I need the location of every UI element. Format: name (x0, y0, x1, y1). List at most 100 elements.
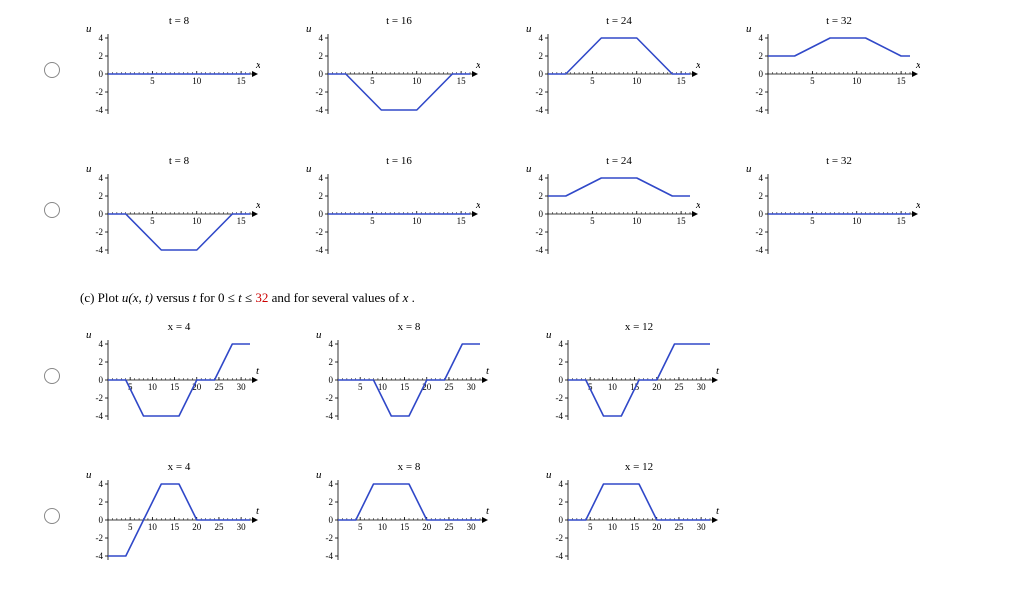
y-tick-label: -2 (536, 87, 544, 97)
radio-c[interactable] (44, 368, 60, 384)
y-tick-label: -2 (96, 87, 104, 97)
y-tick-label: 4 (329, 479, 334, 489)
x-tick-label: 15 (170, 382, 180, 392)
y-tick-label: 0 (99, 69, 104, 79)
y-tick-label: 4 (559, 339, 564, 349)
radio-slot-a (20, 62, 60, 78)
chart-cell: x = 12u-4-202451015202530t (540, 456, 730, 576)
x-axis-label: t (716, 505, 720, 517)
chart-cell: t = 32u-4-202451015x (740, 150, 920, 270)
radio-b[interactable] (44, 202, 60, 218)
chart-cell: x = 12u-4-202451015202530t (540, 316, 730, 436)
y-tick-label: 2 (759, 191, 764, 201)
x-axis-label: t (256, 505, 260, 517)
x-tick-label: 10 (852, 76, 862, 86)
y-tick-label: -4 (556, 551, 564, 561)
radio-a[interactable] (44, 62, 60, 78)
qc-end: . (412, 290, 415, 305)
x-tick-label: 10 (608, 382, 618, 392)
y-tick-label: -2 (756, 87, 764, 97)
y-tick-label: -4 (756, 245, 764, 255)
x-tick-label: 10 (192, 216, 202, 226)
y-tick-label: -4 (536, 245, 544, 255)
chart-cell: t = 32u-4-202451015x (740, 10, 920, 130)
chart-cell: x = 8u-4-202451015202530t (310, 456, 500, 576)
chart-title: t = 8 (169, 15, 190, 27)
x-tick-label: 25 (444, 522, 454, 532)
y-tick-label: -2 (556, 393, 564, 403)
grid-a: t = 8u-4-202451015xt = 16u-4-202451015xt… (80, 10, 920, 130)
x-tick-label: 15 (897, 76, 907, 86)
y-tick-label: 4 (99, 173, 104, 183)
x-tick-label: 5 (370, 216, 375, 226)
mini-chart: t = 24u-4-202451015x (520, 150, 700, 270)
y-tick-label: -4 (556, 411, 564, 421)
x-tick-label: 20 (652, 522, 662, 532)
radio-d[interactable] (44, 508, 60, 524)
x-tick-label: 10 (608, 522, 618, 532)
y-tick-label: 4 (319, 173, 324, 183)
x-tick-label: 5 (810, 216, 815, 226)
data-line (338, 484, 480, 520)
chart-title: x = 4 (168, 321, 191, 333)
y-tick-label: -4 (326, 411, 334, 421)
qc-var3: x (403, 290, 409, 305)
y-tick-label: 0 (319, 209, 324, 219)
x-axis-label: t (256, 365, 260, 377)
chart-title: x = 8 (398, 321, 421, 333)
y-tick-label: 2 (99, 51, 104, 61)
mini-chart: t = 32u-4-202451015x (740, 150, 920, 270)
chart-title: t = 8 (169, 155, 190, 167)
y-tick-label: 0 (559, 375, 564, 385)
qc-func: u(x, t) (122, 290, 153, 305)
qc-prefix: (c) Plot (80, 290, 122, 305)
row-a: t = 8u-4-202451015xt = 16u-4-202451015xt… (20, 10, 1004, 130)
qc-limit: 32 (255, 290, 268, 305)
chart-title: t = 24 (606, 155, 632, 167)
y-tick-label: 0 (539, 69, 544, 79)
x-tick-label: 5 (590, 216, 595, 226)
y-tick-label: 0 (329, 515, 334, 525)
y-axis-label: u (746, 163, 752, 175)
y-axis-label: u (86, 163, 92, 175)
x-axis-arrow (482, 377, 488, 383)
y-tick-label: 2 (559, 357, 564, 367)
x-tick-label: 10 (632, 216, 642, 226)
y-tick-label: 4 (539, 33, 544, 43)
row-b: t = 8u-4-202451015xt = 16u-4-202451015xt… (20, 150, 1004, 270)
chart-title: t = 32 (826, 155, 852, 167)
y-tick-label: 2 (319, 191, 324, 201)
x-axis-arrow (472, 71, 478, 77)
x-axis-arrow (252, 211, 258, 217)
x-axis-label: x (475, 59, 480, 71)
y-tick-label: -2 (536, 227, 544, 237)
qc-mid1: versus (156, 290, 192, 305)
chart-title: t = 24 (606, 15, 632, 27)
x-tick-label: 5 (810, 76, 815, 86)
qc-mid3: ≤ (245, 290, 255, 305)
y-axis-label: u (746, 23, 752, 35)
y-tick-label: 2 (539, 191, 544, 201)
y-axis-label: u (306, 163, 312, 175)
chart-title: x = 12 (625, 321, 653, 333)
y-tick-label: 2 (329, 497, 334, 507)
mini-chart: x = 12u-4-202451015202530t (540, 316, 720, 436)
x-tick-label: 15 (400, 382, 410, 392)
y-tick-label: 2 (99, 357, 104, 367)
chart-cell: t = 24u-4-202451015x (520, 10, 700, 130)
y-axis-label: u (86, 329, 92, 341)
grid-b: t = 8u-4-202451015xt = 16u-4-202451015xt… (80, 150, 920, 270)
chart-cell: t = 8u-4-202451015x (80, 10, 260, 130)
x-tick-label: 15 (677, 216, 687, 226)
x-tick-label: 25 (214, 382, 224, 392)
y-tick-label: 2 (759, 51, 764, 61)
qc-mid2: for 0 ≤ (200, 290, 239, 305)
x-tick-label: 30 (467, 382, 477, 392)
y-tick-label: 4 (99, 479, 104, 489)
row-c: x = 4u-4-202451015202530tx = 8u-4-202451… (20, 316, 1004, 436)
mini-chart: t = 16u-4-202451015x (300, 150, 480, 270)
x-tick-label: 10 (148, 522, 158, 532)
x-axis-arrow (482, 517, 488, 523)
data-line (108, 214, 250, 250)
x-tick-label: 20 (192, 522, 202, 532)
